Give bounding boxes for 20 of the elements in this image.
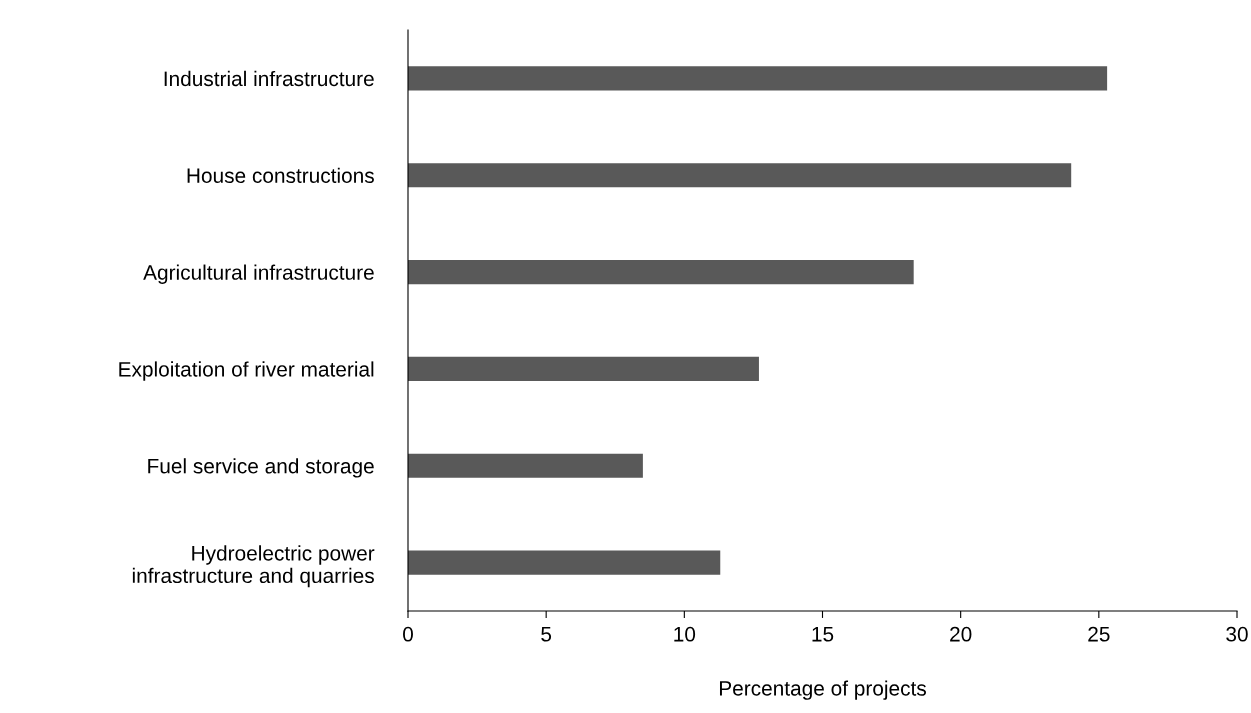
bar [408, 356, 759, 382]
y-tick-label: Agricultural infrastructure [143, 264, 374, 284]
y-tick-label: House constructions [187, 167, 374, 183]
x-tick-label: 0 [403, 626, 413, 642]
bar [408, 66, 1108, 91]
y-tick-label: Hydroelectric power infrastructure and quarries [132, 545, 375, 588]
bar [408, 259, 914, 285]
y-tick-label: Fuel service and storage [148, 458, 374, 478]
bar [408, 163, 1072, 188]
x-tick-label: 15 [812, 627, 834, 642]
x-tick-label: 20 [950, 626, 972, 642]
x-tick-label: 25 [1088, 626, 1110, 642]
bar [408, 550, 721, 575]
x-tick-label: 30 [1226, 626, 1248, 642]
y-tick-label: Industrial infrastructure [164, 70, 374, 87]
x-tick-label: 5 [541, 627, 552, 642]
y-tick-label: Exploitation of river material [119, 361, 374, 381]
x-tick-label: 10 [674, 626, 696, 642]
x-axis-title: Percentage of projects [719, 680, 926, 700]
bar [408, 453, 643, 478]
